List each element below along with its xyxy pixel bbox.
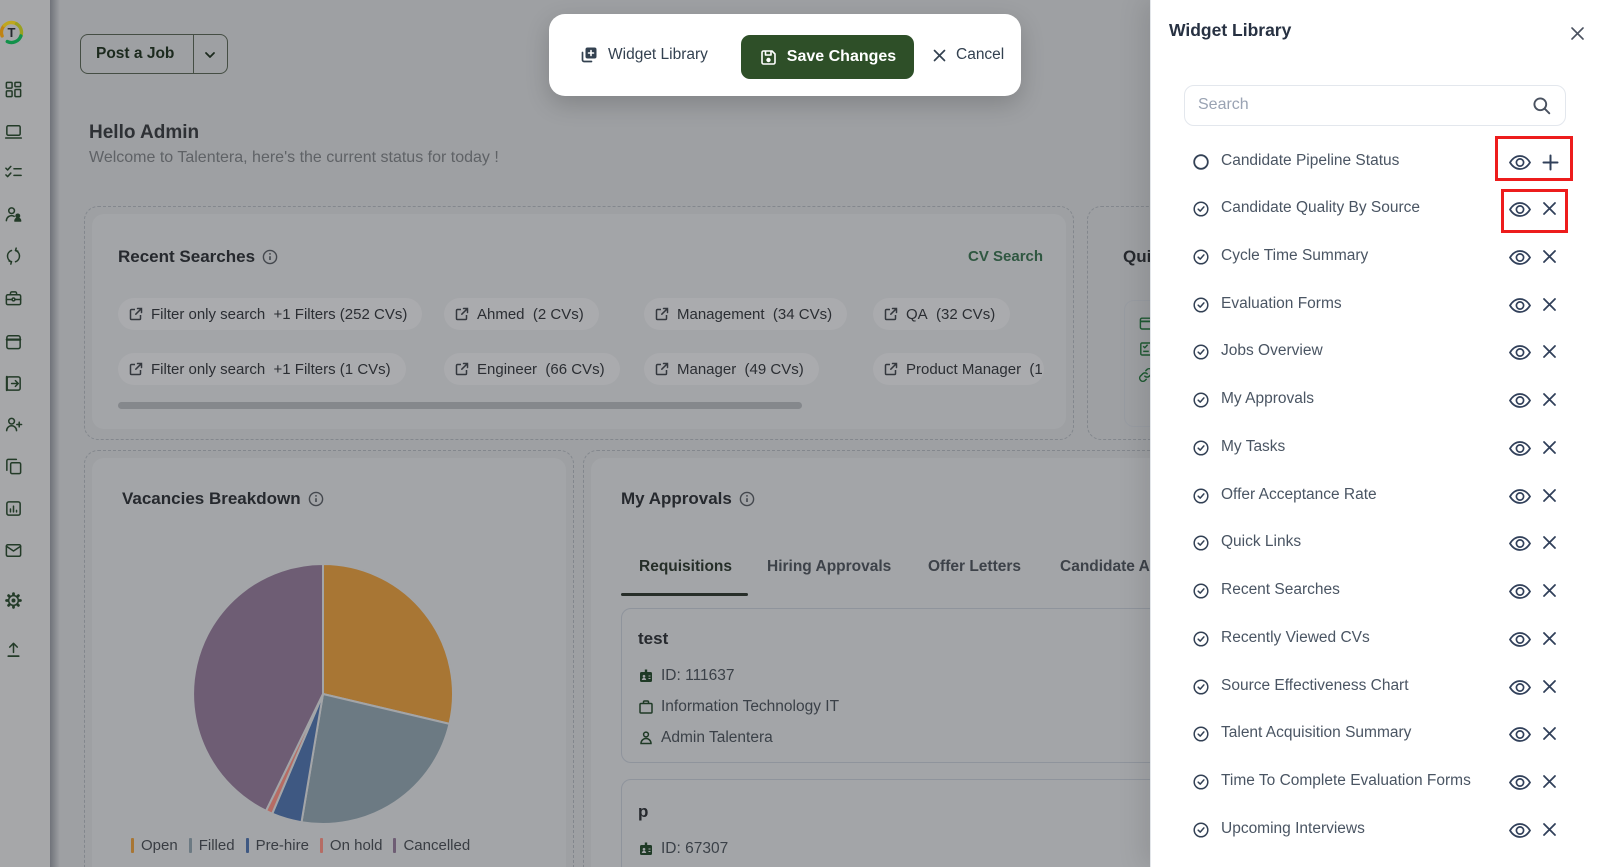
svg-text:T: T [8, 25, 16, 40]
